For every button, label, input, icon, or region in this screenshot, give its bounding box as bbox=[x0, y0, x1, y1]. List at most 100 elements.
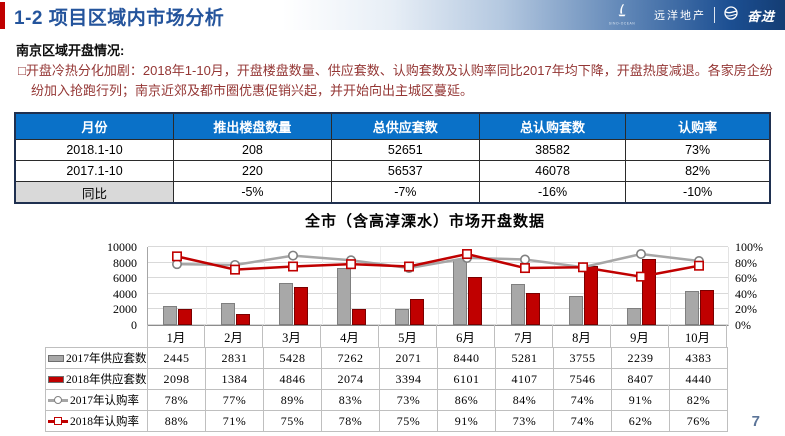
data-table-cell: 3755 bbox=[554, 348, 612, 369]
square-marker bbox=[288, 261, 299, 272]
y-tick-right: 100% bbox=[735, 240, 763, 254]
bar-2018年供应套数 bbox=[525, 292, 540, 325]
summary-table-header-row: 月份 推出楼盘数量 总供应套数 总认购套数 认购率 bbox=[14, 112, 771, 140]
data-table-cell: 84% bbox=[496, 390, 554, 411]
y-tick-right: 80% bbox=[735, 255, 757, 270]
data-table-cell: 76% bbox=[670, 411, 728, 432]
gridline bbox=[612, 247, 613, 325]
data-table-cell: 89% bbox=[264, 390, 322, 411]
summary-table-cell: 2017.1-10 bbox=[14, 160, 175, 182]
chart-title: 全市（含高淳溧水）市场开盘数据 bbox=[304, 214, 545, 230]
globe-icon bbox=[723, 5, 739, 26]
data-table-cell: 77% bbox=[206, 390, 264, 411]
circle-marker bbox=[288, 250, 299, 261]
square-marker bbox=[403, 261, 414, 272]
gridline bbox=[322, 247, 323, 325]
y-tick-left: 6000 bbox=[113, 271, 137, 286]
data-table-cell: 83% bbox=[322, 390, 380, 411]
data-table-cell: 8440 bbox=[438, 348, 496, 369]
y-tick-left: 0 bbox=[131, 318, 137, 332]
data-table-cell: 86% bbox=[438, 390, 496, 411]
y-tick-left: 10000 bbox=[107, 240, 137, 254]
data-table-cell: 73% bbox=[380, 390, 438, 411]
bar-2018年供应套数 bbox=[293, 287, 308, 325]
data-table-cell: 2098 bbox=[148, 369, 206, 390]
open-market-chart: 0 2000 4000 6000 8000 10000 0% 20% 40% 60% 80% 100… bbox=[40, 232, 785, 436]
bar-2017年供应套数 bbox=[511, 283, 525, 325]
summary-table-row: 2017.1-10 220 56537 46078 82% bbox=[14, 160, 771, 182]
sail-icon bbox=[614, 3, 630, 22]
legend-2018年认购率: 2018年认购率 bbox=[46, 411, 148, 432]
summary-header-cell: 月份 bbox=[14, 112, 175, 140]
data-table-cell: 1384 bbox=[206, 369, 264, 390]
bar-2017年供应套数 bbox=[685, 290, 699, 325]
right-axis-labels: 0% 20% 40% 60% 80% 100% bbox=[735, 240, 783, 332]
data-table-cell: 2831 bbox=[206, 348, 264, 369]
y-tick-left: 2000 bbox=[113, 302, 137, 317]
left-axis-labels: 0 2000 4000 6000 8000 10000 bbox=[40, 240, 143, 332]
circle-marker bbox=[635, 249, 646, 260]
y-tick-right: 60% bbox=[735, 271, 757, 286]
data-table-cell: 2074 bbox=[322, 369, 380, 390]
bar-2018年供应套数 bbox=[177, 308, 192, 325]
summary-table-cell: 同比 bbox=[14, 181, 175, 204]
data-table-cell: 8407 bbox=[612, 369, 670, 390]
summary-table-cell: 82% bbox=[625, 160, 771, 182]
summary-table-row: 同比 -5% -7% -16% -10% bbox=[14, 181, 771, 204]
square-marker bbox=[346, 259, 357, 270]
legend-label: 2018年认购率 bbox=[70, 416, 139, 428]
summary-table-cell: 208 bbox=[173, 139, 332, 161]
page-number: 7 bbox=[751, 413, 760, 430]
square-marker bbox=[519, 263, 530, 274]
bar-2018年供应套数 bbox=[235, 314, 250, 325]
summary-table-cell: -16% bbox=[478, 181, 627, 204]
chart-data-table: 2017年供应套数 2445 2831 5428 7262 2071 8440 5281 375… bbox=[45, 347, 728, 432]
y-tick-right: 0% bbox=[735, 318, 751, 332]
bar-2017年供应套数 bbox=[163, 305, 177, 325]
square-marker bbox=[577, 262, 588, 273]
x-label: 2月 bbox=[205, 325, 263, 347]
x-label: 7月 bbox=[495, 325, 553, 347]
summary-table-row: 2018.1-10 208 52651 38582 73% bbox=[14, 139, 771, 161]
x-axis-labels: 1月 2月 3月 4月 5月 6月 7月 8月 9月 10月 bbox=[147, 325, 727, 347]
summary-header-cell: 总供应套数 bbox=[330, 112, 480, 140]
legend-line-icon bbox=[48, 396, 68, 404]
data-table-cell: 74% bbox=[554, 390, 612, 411]
gridline bbox=[438, 247, 439, 325]
data-table-cell: 73% bbox=[496, 411, 554, 432]
bar-2018年供应套数 bbox=[351, 308, 366, 325]
line-2018年认购率 bbox=[176, 252, 700, 278]
summary-table-cell: 73% bbox=[625, 139, 771, 161]
data-table-cell: 4846 bbox=[264, 369, 322, 390]
data-table-cell: 71% bbox=[206, 411, 264, 432]
x-label: 10月 bbox=[669, 325, 727, 347]
summary-table-cell: 46078 bbox=[478, 160, 627, 182]
summary-table-cell: -5% bbox=[173, 181, 332, 204]
circle-marker bbox=[519, 254, 530, 265]
x-label: 6月 bbox=[437, 325, 495, 347]
logo-divider bbox=[713, 7, 715, 23]
x-label: 8月 bbox=[553, 325, 611, 347]
gridline bbox=[496, 247, 497, 325]
x-label: 9月 bbox=[611, 325, 669, 347]
gridline bbox=[264, 247, 265, 325]
bar-2018年供应套数 bbox=[467, 277, 482, 325]
summary-table-cell: -10% bbox=[625, 181, 771, 204]
data-table-cell: 2071 bbox=[380, 348, 438, 369]
bar-2017年供应套数 bbox=[221, 302, 235, 325]
square-marker bbox=[693, 260, 704, 271]
bar-2017年供应套数 bbox=[279, 282, 293, 325]
square-marker bbox=[461, 249, 472, 260]
sino-ocean-logo: SINO-OCEAN bbox=[598, 3, 646, 27]
data-table-cell: 7262 bbox=[322, 348, 380, 369]
legend-line-icon bbox=[48, 417, 68, 425]
square-marker bbox=[230, 264, 241, 275]
summary-header-cell: 推出楼盘数量 bbox=[173, 112, 332, 140]
data-table-cell: 91% bbox=[612, 390, 670, 411]
y-tick-left: 4000 bbox=[113, 286, 137, 301]
logo-subtext: SINO-OCEAN bbox=[608, 22, 636, 26]
data-table-cell: 78% bbox=[322, 411, 380, 432]
square-marker bbox=[171, 251, 182, 262]
data-table-cell: 2239 bbox=[612, 348, 670, 369]
